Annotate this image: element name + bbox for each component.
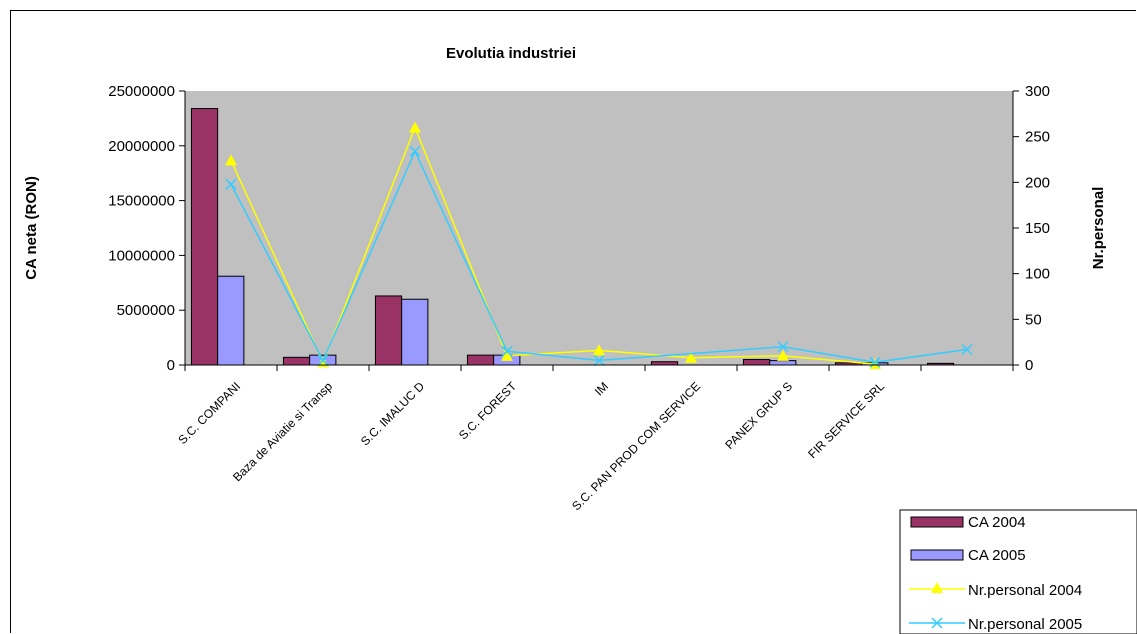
y-tick-label-4: 20000000: [108, 138, 175, 155]
plot-area: [185, 91, 1013, 365]
legend-swatch-ca-2005: [910, 549, 964, 561]
x-tick-label-5: S.C. PAN PROD COM SERVICE: [569, 379, 703, 513]
point-personal-2004-4: [593, 344, 605, 356]
point-personal-2005-4: [593, 354, 605, 366]
y2-tick-label-2: 100: [1025, 266, 1050, 283]
legend-box: [899, 509, 1137, 634]
y-axis-label: CA neta (RON): [23, 176, 40, 280]
legend-label-ca-2004: CA 2004: [968, 514, 1026, 531]
chart-title: Evolutia industriei: [446, 45, 576, 62]
point-personal-2005-2: [409, 145, 421, 157]
legend-marker-personal-2005: [931, 617, 943, 629]
bar-ca-2005-2: [401, 298, 429, 366]
y-tick-label-0: 0: [167, 357, 175, 374]
legend: CA 2004 CA 2005 Nr.personal 2004 Nr.pers…: [899, 509, 1137, 634]
point-personal-2004-0: [225, 154, 237, 166]
line-personal-2004: [230, 125, 876, 365]
legend-label-ca-2005: CA 2005: [968, 547, 1026, 564]
y-tick-label-1: 5000000: [117, 302, 175, 319]
y2-axis-label: Nr.personal: [1090, 187, 1107, 270]
y2-tick-label-3: 150: [1025, 220, 1050, 237]
point-personal-2005-1: [317, 354, 329, 366]
point-personal-2005-5: [777, 341, 789, 353]
x-tick-label-7: FIR SERVICE SRL: [805, 379, 887, 461]
y2-tick-label-0: 0: [1025, 357, 1033, 374]
y-tick-label-3: 15000000: [108, 193, 175, 210]
y2-tick-label-1: 50: [1025, 311, 1042, 328]
bar-ca-2004-6: [742, 359, 771, 366]
point-personal-2004-3: [501, 349, 513, 361]
point-personal-2004-7: [869, 358, 881, 370]
legend-marker-personal-2004: [931, 582, 943, 593]
y-tick-label-2: 10000000: [108, 247, 175, 264]
point-personal-2004-6: [777, 349, 789, 361]
y2-tick-label-5: 250: [1025, 129, 1050, 146]
legend-label-personal-2005: Nr.personal 2005: [968, 616, 1082, 633]
bar-ca-2005-6: [769, 360, 797, 366]
point-personal-2005-0: [225, 178, 237, 190]
bar-ca-2005-0: [217, 275, 245, 366]
x-tick-label-2: S.C. IMALUC D: [358, 379, 428, 449]
point-personal-2005-6: [869, 356, 881, 368]
point-personal-2005-3: [501, 345, 513, 357]
x-tick-label-4: IM: [592, 379, 611, 398]
bar-ca-2004-2: [374, 295, 403, 366]
x-tick-label-3: S.C. FOREST: [456, 379, 520, 443]
y2-tick-label-4: 200: [1025, 174, 1050, 191]
y2-tick-label-6: 300: [1025, 83, 1050, 100]
point-personal-2004-5: [685, 351, 697, 363]
bar-ca-2004-0: [190, 108, 219, 366]
bar-ca-2004-1: [282, 356, 311, 366]
legend-label-personal-2004: Nr.personal 2004: [968, 582, 1082, 599]
x-tick-label-1: Baza de Aviatie si Transp: [230, 379, 335, 484]
chart-svg: Evolutia industriei 05000000100000001500…: [23, 45, 1137, 634]
point-personal-2004-2: [409, 121, 421, 133]
chart-frame: Evolutia industriei 0 5000000 10000000 1500…: [10, 10, 1137, 634]
bar-ca-2004-3: [466, 354, 495, 366]
x-tick-label-6: PANEX GRUP S: [722, 379, 795, 452]
y-tick-label-5: 25000000: [108, 83, 175, 100]
x-tick-label-0: S.C. COMPANI: [175, 379, 243, 447]
line-personal-2005: [230, 149, 968, 364]
point-personal-2005-7: [961, 343, 973, 356]
legend-swatch-ca-2004: [910, 516, 964, 528]
